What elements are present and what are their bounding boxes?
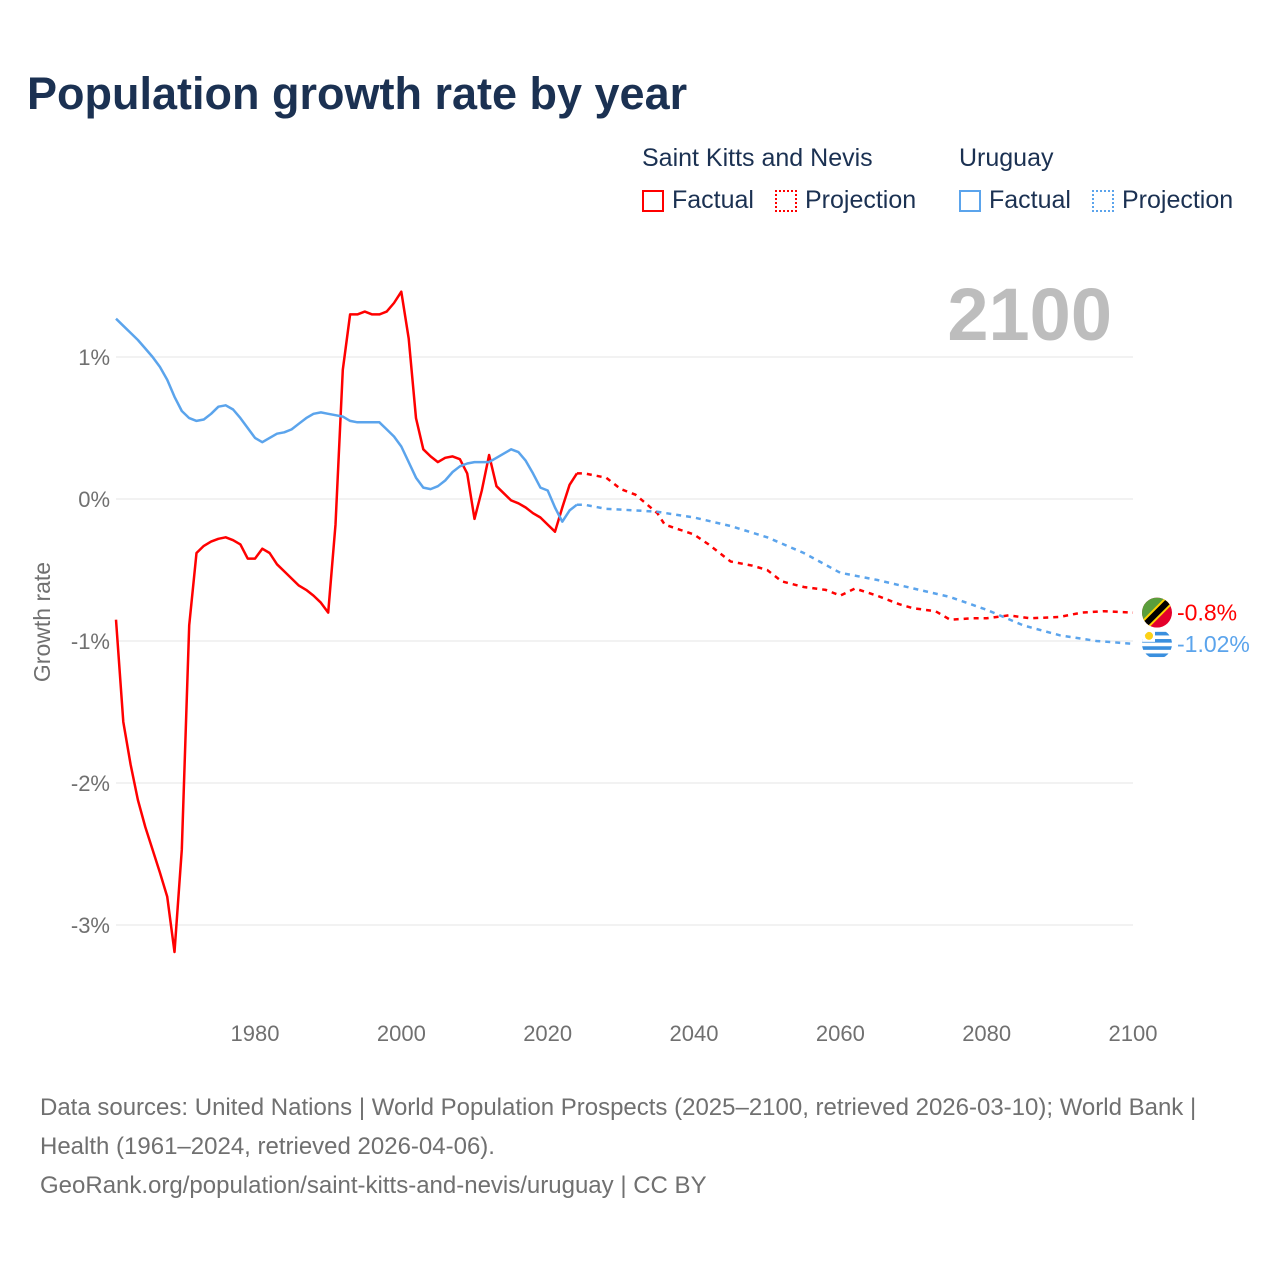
highlight-year: 2100 (947, 273, 1112, 356)
series-line-factual-uruguay (115, 317, 578, 523)
footer: Data sources: United Nations | World Pop… (40, 1088, 1240, 1205)
x-tick-label: 2020 (523, 1021, 572, 1046)
legend-item-skn-factual[interactable]: Factual (642, 186, 754, 215)
end-value-label: -1.02% (1177, 631, 1250, 657)
legend-label: Factual (989, 186, 1071, 214)
x-tick-label: 2060 (816, 1021, 865, 1046)
end-value-label: -0.8% (1177, 600, 1237, 626)
legend-swatch-dotted (1092, 189, 1114, 212)
y-tick-label: -2% (71, 771, 110, 796)
y-axis-label: Growth rate (29, 562, 55, 682)
saint-kitts-and-nevis-flag-icon (1142, 597, 1172, 628)
y-tick-label: -1% (71, 629, 110, 654)
legend-swatch-solid (959, 189, 981, 212)
legend-label: Factual (672, 186, 754, 214)
source-link[interactable]: GeoRank.org/population/saint-kitts-and-n… (40, 1172, 707, 1199)
series-line-projection-saint-kitts-and-nevis (576, 472, 1134, 621)
legend-group-uruguay: Uruguay (959, 144, 1054, 172)
y-tick-label: 1% (78, 345, 110, 370)
chart-title: Population growth rate by year (27, 68, 688, 119)
x-tick-label: 1980 (231, 1021, 280, 1046)
x-tick-label: 2000 (377, 1021, 426, 1046)
y-tick-label: 0% (78, 487, 110, 512)
uruguay-flag-icon (1142, 628, 1172, 659)
data-sources: Data sources: United Nations | World Pop… (40, 1094, 1197, 1160)
x-tick-label: 2100 (1109, 1021, 1158, 1046)
legend-item-uruguay-factual[interactable]: Factual (959, 186, 1071, 215)
legend-swatch-solid (642, 189, 664, 212)
series-line-projection-uruguay (576, 503, 1134, 646)
legend-label: Projection (1122, 186, 1234, 214)
legend-label: Projection (805, 186, 917, 214)
legend-item-skn-projection[interactable]: Projection (775, 186, 916, 215)
series-line-factual-saint-kitts-and-nevis (114, 290, 578, 954)
legend-swatch-dotted (775, 189, 797, 212)
x-tick-label: 2080 (962, 1021, 1011, 1046)
x-tick-label: 2040 (670, 1021, 719, 1046)
legend-item-uruguay-projection[interactable]: Projection (1092, 186, 1233, 215)
legend-group-saint-kitts: Saint Kitts and Nevis (642, 144, 873, 172)
y-tick-label: -3% (71, 913, 110, 938)
